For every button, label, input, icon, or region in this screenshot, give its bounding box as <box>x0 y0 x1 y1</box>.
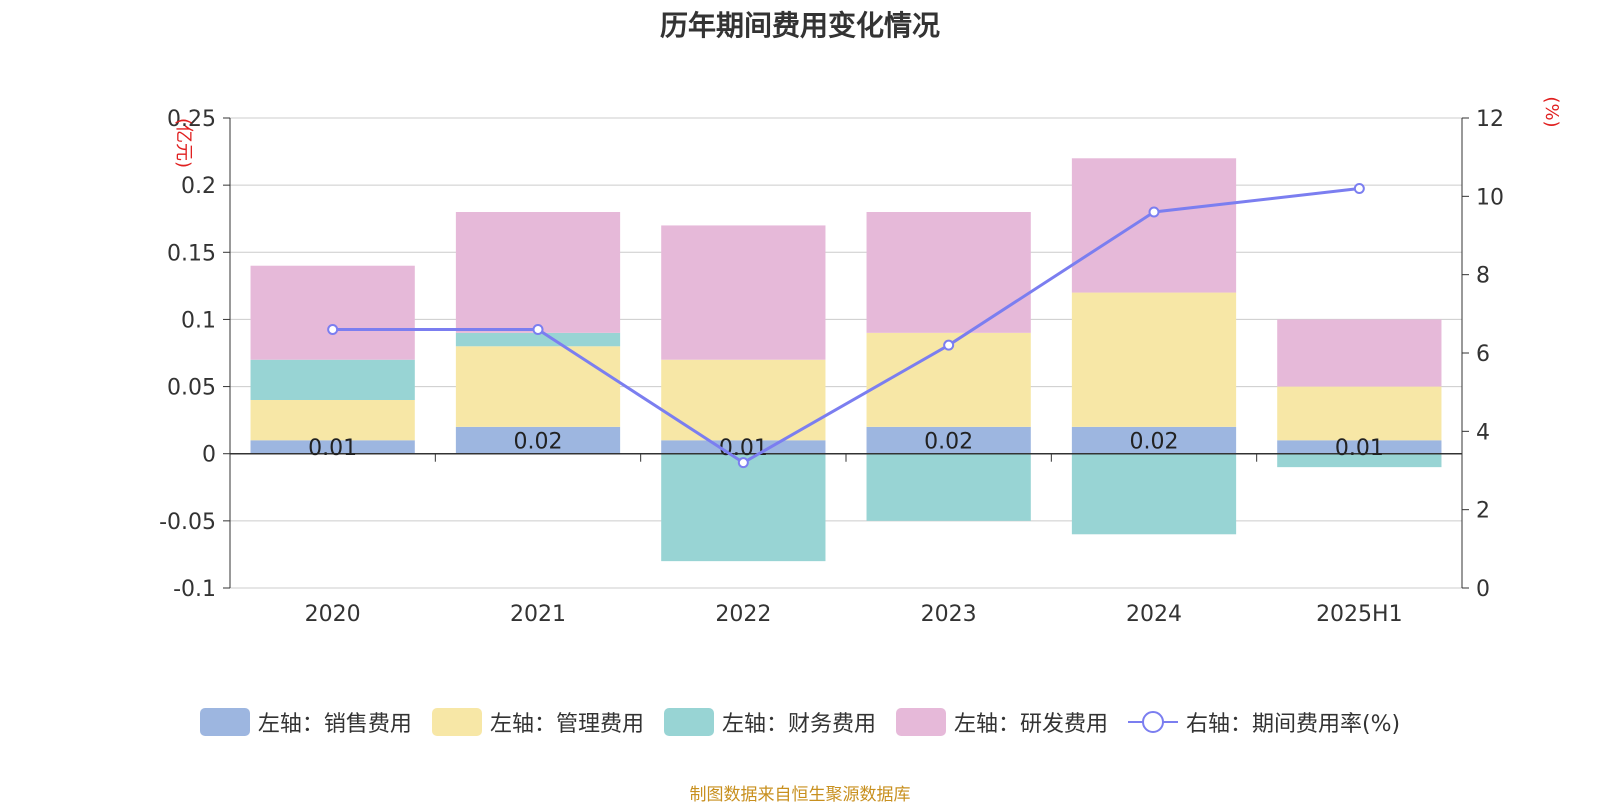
right-tick-label: 12 <box>1476 107 1504 132</box>
bar-segment <box>455 212 621 333</box>
bar-segment <box>661 225 826 360</box>
left-tick-label: 0.05 <box>167 376 216 401</box>
bar-segment <box>1277 386 1442 441</box>
legend-item-rate[interactable]: 右轴：期间费用率(%) <box>1127 706 1401 738</box>
right-axis-unit: (%) <box>1541 96 1562 127</box>
category-label: 2020 <box>305 602 361 627</box>
left-tick-label: -0.1 <box>173 577 216 602</box>
legend: 左轴：销售费用 左轴：管理费用 左轴：财务费用 左轴：研发费用 右轴：期间费用率… <box>0 706 1600 738</box>
rate-point <box>327 324 339 335</box>
bar-segment <box>661 453 826 562</box>
bar-segment <box>250 400 415 441</box>
bar-segment <box>866 426 1031 454</box>
bar-segment <box>455 426 621 454</box>
rate-point <box>943 339 955 351</box>
bar-segment <box>455 346 621 427</box>
bar-segment <box>1071 292 1237 427</box>
legend-line-marker-icon <box>1127 711 1178 733</box>
bar-segment <box>1277 453 1442 468</box>
data-label: 0.02 <box>924 429 973 454</box>
data-label: 0.02 <box>1130 429 1179 454</box>
data-label: 0.01 <box>719 436 768 461</box>
right-tick-label: 6 <box>1476 342 1490 367</box>
bar-segment <box>1071 453 1237 535</box>
right-tick-label: 4 <box>1476 420 1490 445</box>
legend-label-sales: 左轴：销售费用 <box>257 712 412 737</box>
data-label: 0.01 <box>1335 436 1384 461</box>
legend-swatch-sales <box>199 708 250 736</box>
left-tick-label: 0 <box>202 443 216 468</box>
category-label: 2024 <box>1126 602 1182 627</box>
category-label: 2025H1 <box>1316 602 1403 627</box>
legend-item-sales[interactable]: 左轴：销售费用 <box>199 706 412 738</box>
category-label: 2021 <box>510 602 566 627</box>
left-tick-label: -0.05 <box>159 510 216 535</box>
rate-point <box>737 457 749 469</box>
bar-segment <box>250 440 415 454</box>
bar-segment <box>1071 158 1237 293</box>
bar-segment <box>1277 319 1442 387</box>
rate-line-path <box>332 187 1360 465</box>
bar-segment <box>250 265 415 360</box>
right-tick-label: 2 <box>1476 499 1490 524</box>
bar-group <box>250 158 1442 562</box>
bar-segment <box>250 359 415 400</box>
legend-item-admin[interactable]: 左轴：管理费用 <box>431 706 644 738</box>
rate-point <box>532 324 544 335</box>
right-tick-label: 0 <box>1476 577 1490 602</box>
legend-swatch-admin <box>431 708 482 736</box>
data-label: 0.01 <box>308 436 357 461</box>
left-tick-label: 0.2 <box>181 174 216 199</box>
legend-swatch-finance <box>663 708 714 736</box>
source-note: 制图数据来自恒生聚源数据库 <box>689 785 911 805</box>
legend-item-finance[interactable]: 左轴：财务费用 <box>663 706 876 738</box>
rate-line <box>327 183 1365 469</box>
rate-point <box>1148 206 1160 218</box>
grid-lines <box>230 117 1462 589</box>
right-tick-label: 8 <box>1476 264 1490 289</box>
legend-label-rate: 右轴：期间费用率(%) <box>1185 712 1401 737</box>
left-tick-label: 0.25 <box>167 107 216 132</box>
legend-label-rnd: 左轴：研发费用 <box>953 712 1108 737</box>
legend-swatch-rnd <box>895 708 946 736</box>
rate-point <box>1353 183 1365 194</box>
bar-segment <box>455 332 621 347</box>
legend-label-admin: 左轴：管理费用 <box>489 712 644 737</box>
bar-segment <box>1277 440 1442 454</box>
data-labels: 0.01 0.02 0.01 0.02 0.02 0.01 <box>308 429 1384 461</box>
bar-segment <box>866 212 1031 333</box>
left-tick-label: 0.1 <box>181 308 216 333</box>
bar-segment <box>661 440 826 454</box>
legend-label-finance: 左轴：财务费用 <box>721 712 876 737</box>
legend-item-rnd[interactable]: 左轴：研发费用 <box>895 706 1108 738</box>
left-axis-unit: (亿元) <box>173 118 194 168</box>
bar-segment <box>1071 426 1237 454</box>
category-label: 2023 <box>921 602 977 627</box>
bar-segment <box>866 453 1031 521</box>
axes: -0.1 -0.05 0 0.05 0.1 0.15 0.2 0.25 0 2 4 6 8 10 12 (亿元… <box>159 96 1562 627</box>
right-tick-label: 10 <box>1476 185 1504 210</box>
chart-title: 历年期间费用变化情况 <box>659 9 940 42</box>
data-label: 0.02 <box>514 429 563 454</box>
left-tick-label: 0.15 <box>167 241 216 266</box>
category-label: 2022 <box>715 602 771 627</box>
